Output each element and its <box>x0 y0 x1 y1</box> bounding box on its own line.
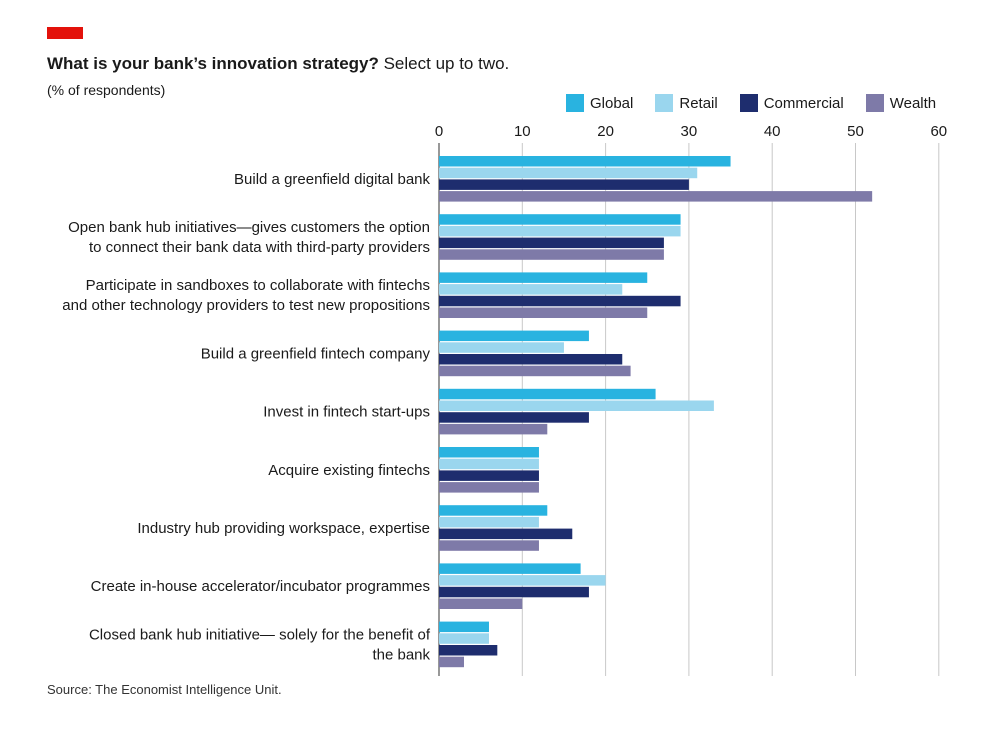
legend: Global Retail Commercial Wealth <box>566 94 936 112</box>
x-tick-label: 40 <box>764 123 781 140</box>
bar-commercial <box>439 179 689 190</box>
bar-wealth <box>439 249 664 260</box>
bar-global <box>439 505 548 516</box>
category-label: Invest in fintech start-ups <box>263 404 430 421</box>
bar-commercial <box>439 237 664 249</box>
category-label: Closed bank hub initiative— solely for t… <box>89 626 431 643</box>
bar-global <box>439 563 581 574</box>
bar-global <box>439 447 539 458</box>
bar-retail <box>439 284 623 295</box>
bar-commercial <box>439 295 681 307</box>
legend-item-global: Global <box>566 94 633 112</box>
x-tick-label: 10 <box>514 123 531 140</box>
legend-item-retail: Retail <box>655 94 718 112</box>
bar-retail <box>439 633 489 644</box>
legend-item-wealth: Wealth <box>865 94 937 112</box>
bar-global <box>439 156 731 167</box>
category-label: and other technology providers to test n… <box>62 297 430 314</box>
legend-swatch <box>739 94 758 112</box>
bar-commercial <box>439 412 589 423</box>
bar-retail <box>439 400 714 411</box>
legend-label: Wealth <box>889 94 937 112</box>
bar-retail <box>439 575 606 586</box>
bar-global <box>439 330 589 342</box>
bar-wealth <box>439 423 548 435</box>
bar-global <box>439 272 648 283</box>
category-label: Create in-house accelerator/incubator pr… <box>91 578 430 595</box>
bar-retail <box>439 458 539 470</box>
legend-swatch <box>865 94 884 112</box>
chart-title-rest: Select up to two. <box>378 54 510 73</box>
bar-commercial <box>439 354 623 365</box>
bar-wealth <box>439 482 539 493</box>
legend-label: Commercial <box>763 94 844 112</box>
category-label: to connect their bank data with third-pa… <box>89 239 430 256</box>
x-tick-label: 60 <box>930 123 947 140</box>
bar-commercial <box>439 586 589 598</box>
bar-commercial <box>439 470 539 481</box>
category-label: Industry hub providing workspace, expert… <box>137 520 430 537</box>
category-label: Participate in sandboxes to collaborate … <box>86 277 430 294</box>
category-label: the bank <box>372 646 430 663</box>
bar-wealth <box>439 191 873 202</box>
legend-swatch <box>566 94 584 112</box>
category-label: Acquire existing fintechs <box>268 462 430 479</box>
bar-wealth <box>439 365 631 377</box>
bar-retail <box>439 516 539 528</box>
bar-retail <box>439 225 681 237</box>
bar-global <box>439 388 656 400</box>
x-tick-label: 20 <box>597 123 614 140</box>
bar-global <box>439 214 681 225</box>
legend-label: Retail <box>679 94 718 112</box>
bar-global <box>439 621 489 633</box>
bar-retail <box>439 342 564 353</box>
brand-accent-bar <box>47 27 83 39</box>
chart-subtitle: (% of respondents) <box>47 82 166 98</box>
bar-retail <box>439 167 698 179</box>
legend-swatch <box>655 94 674 112</box>
category-label: Build a greenfield digital bank <box>234 171 430 188</box>
legend-item-commercial: Commercial <box>739 94 844 112</box>
chart-title-bold: What is your bank’s innovation strategy? <box>47 54 379 73</box>
source-note: Source: The Economist Intelligence Unit. <box>47 682 282 697</box>
legend-label: Global <box>590 94 634 112</box>
x-tick-label: 50 <box>847 123 864 140</box>
bar-wealth <box>439 598 523 609</box>
bar-wealth <box>439 307 648 318</box>
chart-title: What is your bank’s innovation strategy?… <box>47 54 509 74</box>
x-tick-label: 30 <box>681 123 698 140</box>
bar-commercial <box>439 528 573 540</box>
bar-commercial <box>439 645 498 656</box>
bar-wealth <box>439 656 464 668</box>
category-label: Open bank hub initiatives—gives customer… <box>68 219 430 236</box>
bar-wealth <box>439 540 539 551</box>
category-label: Build a greenfield fintech company <box>201 345 431 362</box>
x-tick-label: 0 <box>435 123 443 140</box>
